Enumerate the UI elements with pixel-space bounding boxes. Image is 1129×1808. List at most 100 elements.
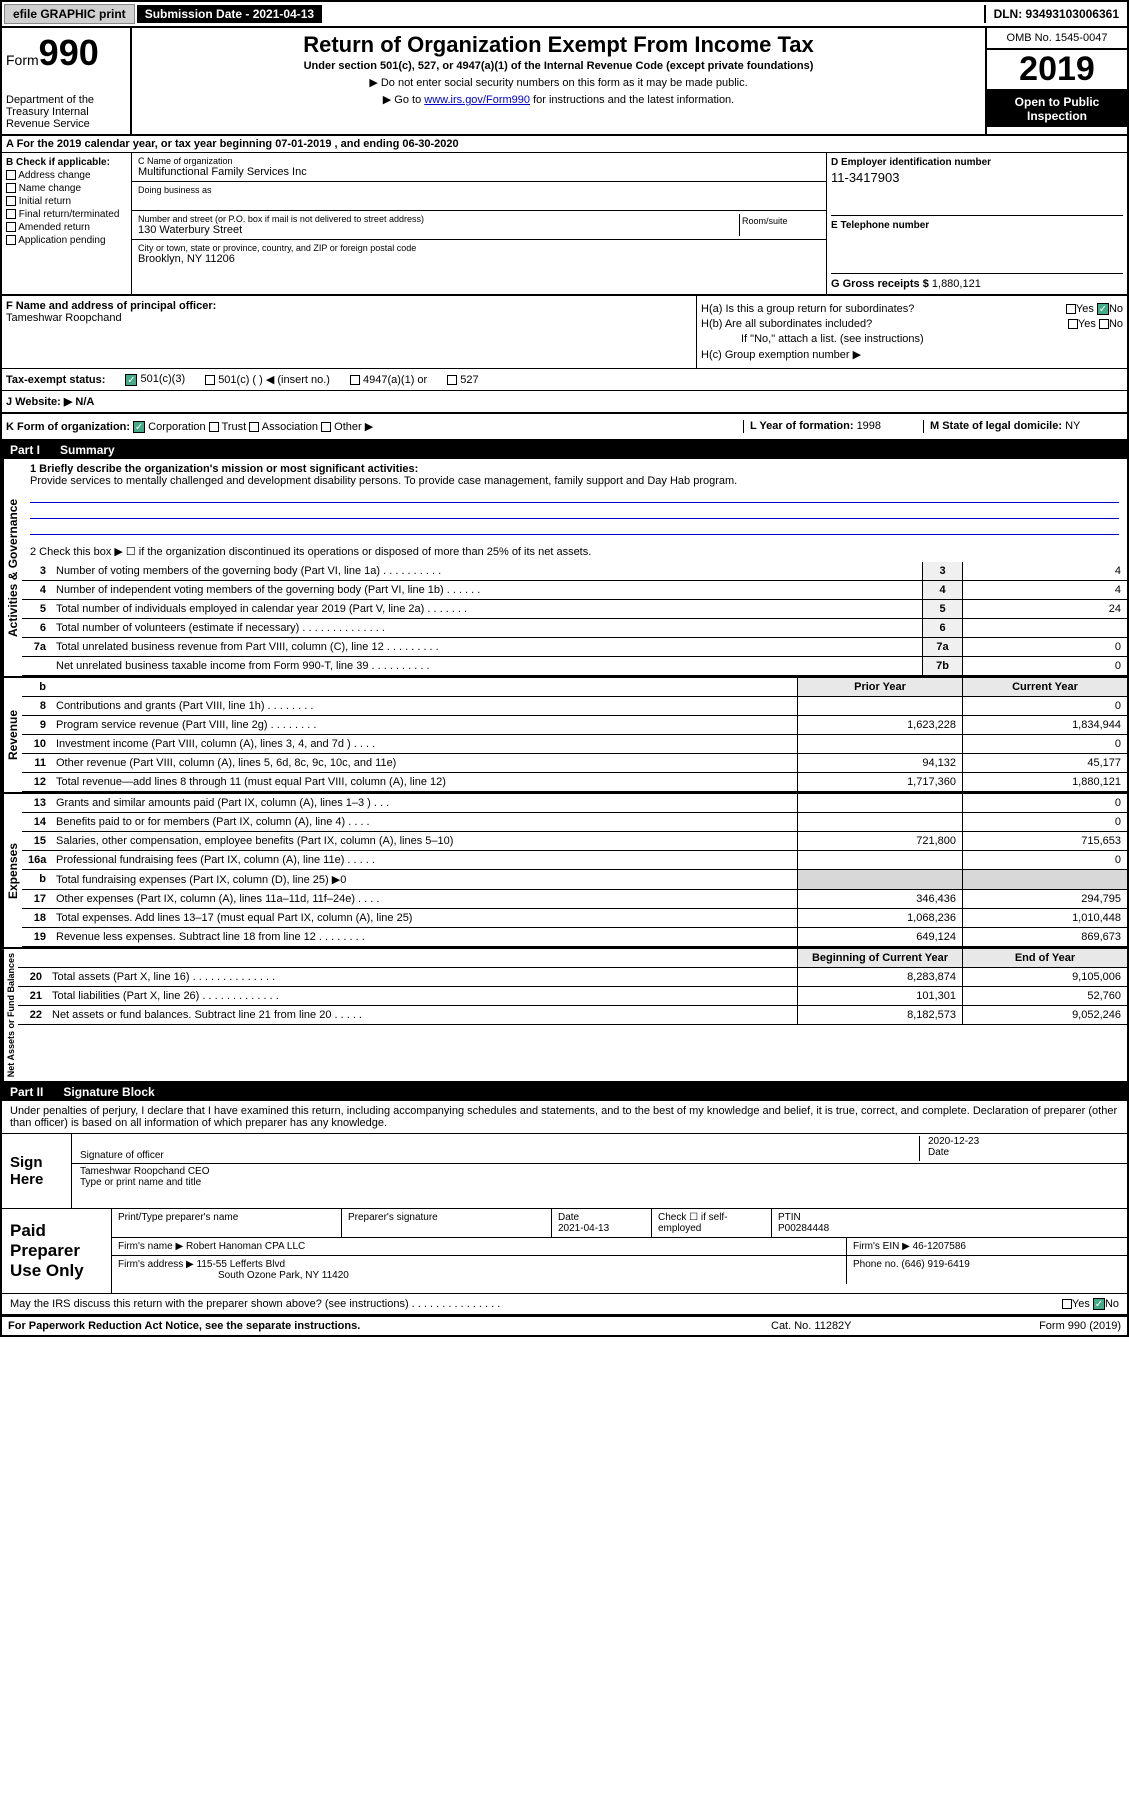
chk-501c3[interactable]: ✓	[125, 374, 137, 386]
gov-line: 3Number of voting members of the governi…	[22, 562, 1127, 581]
net-line: 22Net assets or fund balances. Subtract …	[18, 1006, 1127, 1025]
form-title: Return of Organization Exempt From Incom…	[136, 32, 981, 58]
firm-ein: 46-1207586	[913, 1241, 966, 1252]
city: Brooklyn, NY 11206	[138, 253, 820, 265]
rev-line: 11Other revenue (Part VIII, column (A), …	[22, 754, 1127, 773]
ptin: P00284448	[778, 1223, 829, 1234]
form-label: Form	[6, 52, 39, 68]
expenses-section: Expenses 13Grants and similar amounts pa…	[2, 794, 1127, 949]
box-c: C Name of organization Multifunctional F…	[132, 153, 827, 294]
chk-pending[interactable]	[6, 235, 16, 245]
chk-initial[interactable]	[6, 196, 16, 206]
h-a: H(a) Is this a group return for subordin…	[701, 303, 914, 315]
exp-line: bTotal fundraising expenses (Part IX, co…	[22, 870, 1127, 890]
chk-501c[interactable]	[205, 375, 215, 385]
exp-line: 13Grants and similar amounts paid (Part …	[22, 794, 1127, 813]
discuss-yes[interactable]	[1062, 1299, 1072, 1309]
period-row: A For the 2019 calendar year, or tax yea…	[2, 136, 1127, 153]
chk-assoc[interactable]	[249, 422, 259, 432]
rev-line: 9Program service revenue (Part VIII, lin…	[22, 716, 1127, 735]
h-b: H(b) Are all subordinates included?	[701, 318, 872, 330]
submission-date: Submission Date - 2021-04-13	[137, 5, 322, 23]
website-row: J Website: ▶ N/A	[2, 391, 1127, 414]
rev-line: 10Investment income (Part VIII, column (…	[22, 735, 1127, 754]
org-name-label: C Name of organization	[138, 156, 820, 166]
h-c: H(c) Group exemption number ▶	[701, 348, 1123, 361]
mission-text: Provide services to mentally challenged …	[30, 475, 1119, 487]
efile-print-button[interactable]: efile GRAPHIC print	[4, 4, 135, 24]
entity-block: B Check if applicable: Address change Na…	[2, 153, 1127, 296]
inspection-notice: Open to Public Inspection	[987, 91, 1127, 127]
chk-name[interactable]	[6, 183, 16, 193]
rev-line: 12Total revenue—add lines 8 through 11 (…	[22, 773, 1127, 792]
officer-typed: Tameshwar Roopchand CEO	[80, 1166, 1119, 1177]
firm-addr1: 115-55 Lefferts Blvd	[197, 1259, 286, 1270]
rev-line: 8Contributions and grants (Part VIII, li…	[22, 697, 1127, 716]
officer-label: F Name and address of principal officer:	[6, 300, 692, 312]
fg-row: F Name and address of principal officer:…	[2, 296, 1127, 369]
sig-date: 2020-12-23	[928, 1136, 1119, 1147]
officer-name: Tameshwar Roopchand	[6, 312, 692, 324]
prep-date: 2021-04-13	[558, 1223, 609, 1234]
l-label: L Year of formation:	[750, 420, 857, 432]
dba-label: Doing business as	[138, 185, 820, 195]
note-ssn: ▶ Do not enter social security numbers o…	[136, 76, 981, 89]
discuss-no[interactable]: ✓	[1093, 1298, 1105, 1310]
chk-trust[interactable]	[209, 422, 219, 432]
irs-link[interactable]: www.irs.gov/Form990	[424, 94, 530, 106]
paid-preparer-label: Paid Preparer Use Only	[2, 1209, 112, 1293]
sign-here-label: Sign Here	[2, 1134, 72, 1208]
prior-header: Prior Year	[797, 678, 962, 696]
part1-header: Part I Summary	[2, 441, 1127, 459]
exp-line: 14Benefits paid to or for members (Part …	[22, 813, 1127, 832]
firm-phone: (646) 919-6419	[901, 1259, 969, 1270]
tax-year: 2019	[987, 50, 1127, 91]
net-curr-header: End of Year	[962, 949, 1127, 967]
chk-527[interactable]	[447, 375, 457, 385]
self-employed: Check ☐ if self-employed	[652, 1209, 772, 1237]
rev-b: b	[22, 678, 52, 696]
side-expenses: Expenses	[2, 794, 22, 947]
box-d: D Employer identification number 11-3417…	[827, 153, 1127, 294]
net-line: 21Total liabilities (Part X, line 26) . …	[18, 987, 1127, 1006]
net-line: 20Total assets (Part X, line 16) . . . .…	[18, 968, 1127, 987]
form-container: efile GRAPHIC print Submission Date - 20…	[0, 0, 1129, 1337]
chk-amended[interactable]	[6, 222, 16, 232]
m-label: M State of legal domicile:	[930, 420, 1065, 432]
gross-label: G Gross receipts $	[831, 278, 932, 290]
chk-final[interactable]	[6, 209, 16, 219]
hb-yes[interactable]	[1068, 319, 1078, 329]
ha-yes[interactable]	[1066, 304, 1076, 314]
gov-line: Net unrelated business taxable income fr…	[22, 657, 1127, 676]
exp-line: 16aProfessional fundraising fees (Part I…	[22, 851, 1127, 870]
signature-block: Under penalties of perjury, I declare th…	[2, 1101, 1127, 1317]
prep-name-label: Print/Type preparer's name	[112, 1209, 342, 1237]
chk-corp[interactable]: ✓	[133, 421, 145, 433]
org-name: Multifunctional Family Services Inc	[138, 166, 820, 178]
gov-line: 7aTotal unrelated business revenue from …	[22, 638, 1127, 657]
governance-section: Activities & Governance 1 Briefly descri…	[2, 459, 1127, 678]
ha-no[interactable]: ✓	[1097, 303, 1109, 315]
gross-receipts: 1,880,121	[932, 278, 981, 290]
exp-line: 17Other expenses (Part IX, column (A), l…	[22, 890, 1127, 909]
discuss-question: May the IRS discuss this return with the…	[10, 1298, 1062, 1310]
hb-no[interactable]	[1099, 319, 1109, 329]
box-b-title: B Check if applicable:	[6, 157, 127, 168]
chk-other[interactable]	[321, 422, 331, 432]
side-governance: Activities & Governance	[2, 459, 22, 676]
curr-header: Current Year	[962, 678, 1127, 696]
chk-address[interactable]	[6, 170, 16, 180]
chk-4947[interactable]	[350, 375, 360, 385]
header-right: OMB No. 1545-0047 2019 Open to Public In…	[987, 28, 1127, 134]
header-center: Return of Organization Exempt From Incom…	[132, 28, 987, 134]
dln: DLN: 93493103006361	[984, 5, 1127, 23]
net-prior-header: Beginning of Current Year	[797, 949, 962, 967]
h-b-note: If "No," attach a list. (see instruction…	[701, 333, 1123, 345]
tel-label: E Telephone number	[831, 220, 1123, 231]
side-revenue: Revenue	[2, 678, 22, 792]
gov-line: 6Total number of volunteers (estimate if…	[22, 619, 1127, 638]
omb-number: OMB No. 1545-0047	[987, 28, 1127, 50]
form-subtitle: Under section 501(c), 527, or 4947(a)(1)…	[136, 60, 981, 72]
street: 130 Waterbury Street	[138, 224, 739, 236]
form-header: Form990 Department of the Treasury Inter…	[2, 28, 1127, 136]
